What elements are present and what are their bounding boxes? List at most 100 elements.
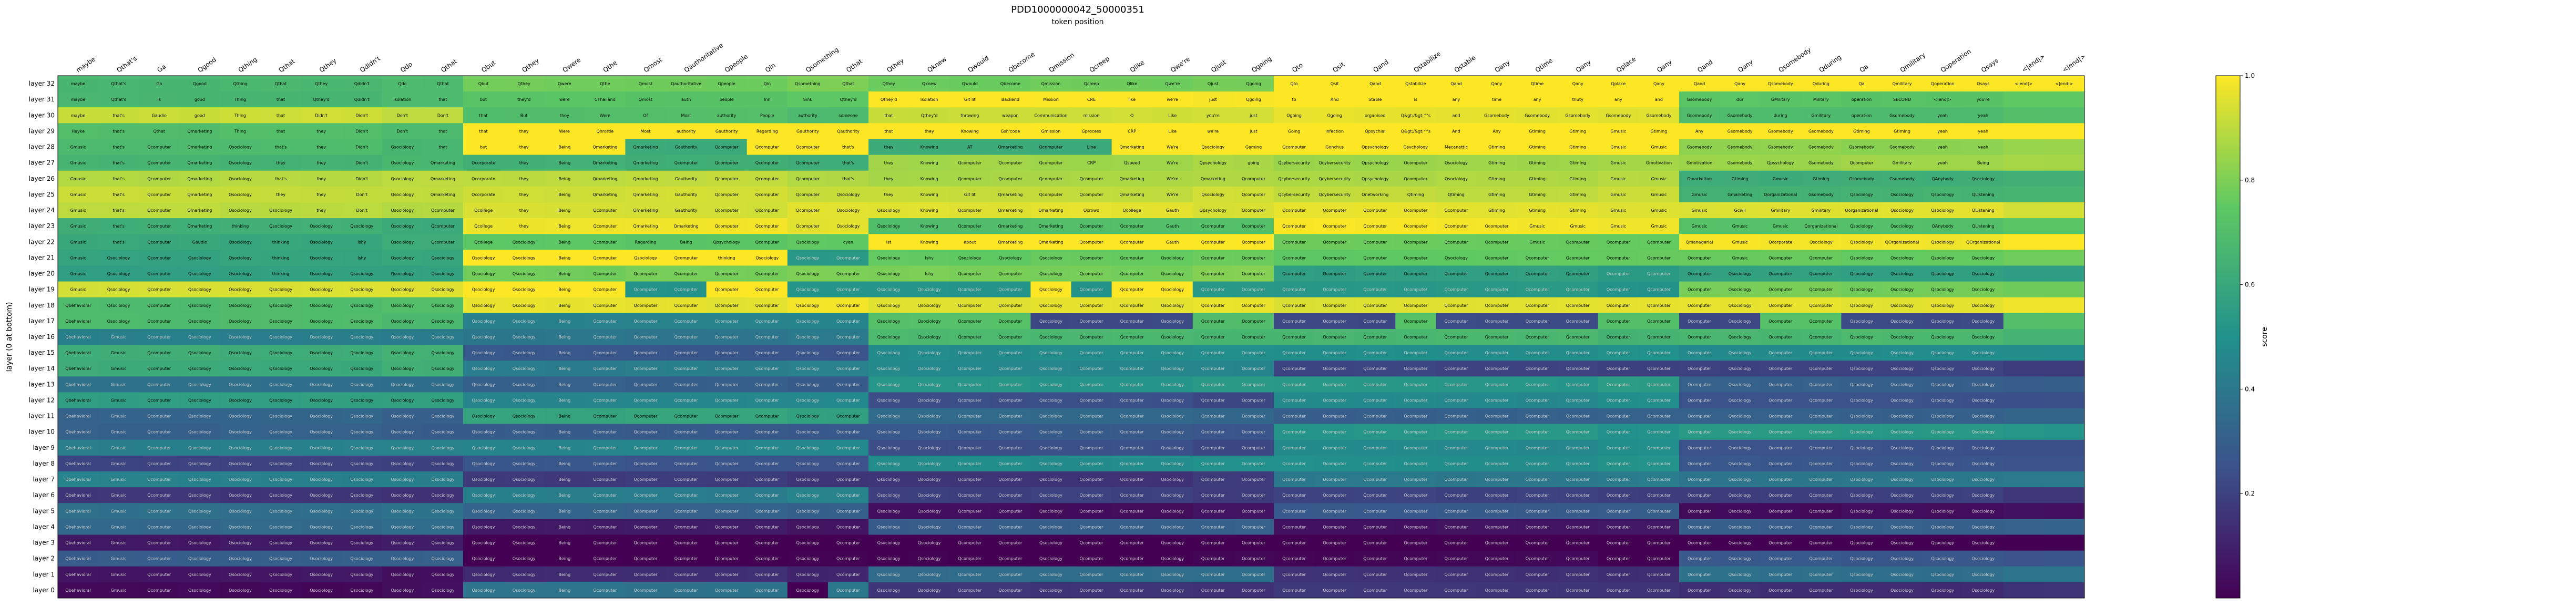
chart-title: PDD1000000042_50000351 — [1011, 4, 1144, 15]
heatmap-cell — [706, 202, 748, 219]
heatmap-cell — [1192, 503, 1234, 519]
cell-label: Qcomputer — [1363, 208, 1387, 213]
heatmap-cell — [2043, 265, 2085, 282]
heatmap-cell — [1922, 471, 1964, 488]
cell-label: Knowing — [921, 177, 938, 181]
cell-label: Qsociology — [1161, 588, 1184, 593]
heatmap-cell — [706, 519, 748, 536]
cell-label: Qsociology — [269, 572, 292, 577]
cell-label: Qsociology — [107, 319, 130, 324]
heatmap-cell — [827, 487, 869, 503]
heatmap-cell — [544, 582, 585, 599]
heatmap-cell — [990, 345, 1031, 361]
heatmap-cell — [98, 376, 139, 393]
heatmap-cell — [1679, 139, 1720, 156]
cell-label: Qsociology — [1161, 477, 1184, 482]
cell-label: Qcomputer — [1080, 572, 1104, 577]
heatmap-cell — [1355, 503, 1396, 519]
cell-label: Qbehavioral — [65, 303, 91, 308]
cell-label: Gaudio — [192, 240, 207, 244]
heatmap-cell — [1760, 471, 1801, 488]
cell-label: Qsociology — [796, 366, 819, 371]
cell-label: Qthey'd — [921, 113, 937, 118]
cell-label: But — [520, 113, 528, 118]
heatmap-cell — [1598, 582, 1639, 599]
heatmap-cell — [1517, 361, 1558, 377]
heatmap-cell — [585, 550, 626, 567]
cell-label: Qsociology — [1161, 351, 1184, 355]
cell-label: Gtiming — [1488, 161, 1505, 166]
heatmap-cell — [1598, 265, 1639, 282]
heatmap-cell — [179, 345, 220, 361]
heatmap-cell — [1152, 123, 1193, 139]
heatmap-cell — [949, 424, 990, 440]
heatmap-cell — [1314, 186, 1355, 203]
heatmap-cell — [1882, 297, 1923, 314]
heatmap-cell — [382, 155, 423, 171]
x-tick-label: Qto — [1291, 61, 1304, 74]
heatmap-cell — [1638, 345, 1680, 361]
heatmap-cell — [666, 313, 707, 330]
cell-label: Qsociology — [1729, 319, 1752, 324]
cell-label: Qcomputer — [674, 366, 699, 371]
cell-label: Qsociology — [1971, 255, 1995, 260]
heatmap-cell — [1030, 155, 1071, 171]
heatmap-cell — [1274, 408, 1315, 425]
heatmap-cell — [868, 218, 909, 234]
heatmap-cell — [747, 139, 788, 156]
cell-label: Qcomputer — [634, 335, 658, 339]
heatmap-cell — [747, 250, 788, 266]
cell-label: Qcomputer — [1607, 255, 1631, 260]
cell-label: Qsociology — [1971, 509, 1995, 513]
heatmap-cell — [341, 281, 383, 298]
x-tick-label: Qgood — [197, 56, 218, 74]
heatmap-cell — [463, 424, 504, 440]
heatmap-cell — [544, 566, 585, 583]
cell-label: Qcomputer — [1039, 145, 1064, 150]
heatmap-cell — [1233, 218, 1274, 234]
heatmap-cell — [260, 519, 302, 536]
cell-label: Any — [1695, 129, 1704, 133]
heatmap-cell — [1841, 503, 1882, 519]
heatmap-cell — [827, 424, 869, 440]
cell-label: Qsociology — [796, 461, 819, 466]
cell-label: Gauth — [1166, 240, 1179, 244]
cell-label: Qcomputer — [1445, 588, 1469, 593]
heatmap-cell — [1111, 424, 1153, 440]
heatmap-cell — [666, 155, 707, 171]
cell-label: Qcomputer — [1363, 224, 1387, 229]
cell-label: Qcomputer — [1688, 493, 1712, 498]
heatmap-cell — [1111, 361, 1153, 377]
cell-label: Qsociology — [1039, 382, 1062, 387]
cell-label: Qcomputer — [836, 509, 861, 513]
heatmap-cell — [1720, 376, 1761, 393]
cell-label: Didn't — [355, 113, 368, 118]
heatmap-cell — [1801, 218, 1842, 234]
heatmap-cell — [1274, 424, 1315, 440]
cell-label: Qcomputer — [1282, 272, 1306, 276]
heatmap-cell — [1517, 566, 1558, 583]
heatmap-cell — [98, 534, 139, 551]
cell-label: Qcomputer — [715, 224, 739, 229]
cell-label: Qcomputer — [836, 335, 861, 339]
cell-label: Qcomputer — [1485, 398, 1509, 403]
heatmap-cell — [666, 392, 707, 409]
heatmap-cell — [1517, 534, 1558, 551]
heatmap-cell — [706, 297, 748, 314]
heatmap-cell — [544, 503, 585, 519]
heatmap-cell — [1314, 76, 1355, 92]
cell-label: Qcomputer — [755, 161, 780, 166]
heatmap-cell — [463, 234, 504, 250]
cell-label: Qsociology — [391, 430, 414, 435]
cell-label: Qsociology — [432, 351, 455, 355]
heatmap-cell — [1111, 155, 1153, 171]
cell-label: Qcomputer — [1769, 382, 1793, 387]
cell-label: Gsomebody — [1768, 129, 1793, 133]
heatmap-cell — [1192, 376, 1234, 393]
heatmap-cell — [1395, 582, 1436, 599]
heatmap-cell — [585, 297, 626, 314]
cell-label: Qsociology — [918, 524, 941, 529]
heatmap-cell — [220, 471, 261, 488]
heatmap-cell — [1962, 534, 2004, 551]
heatmap-cell — [179, 439, 220, 456]
